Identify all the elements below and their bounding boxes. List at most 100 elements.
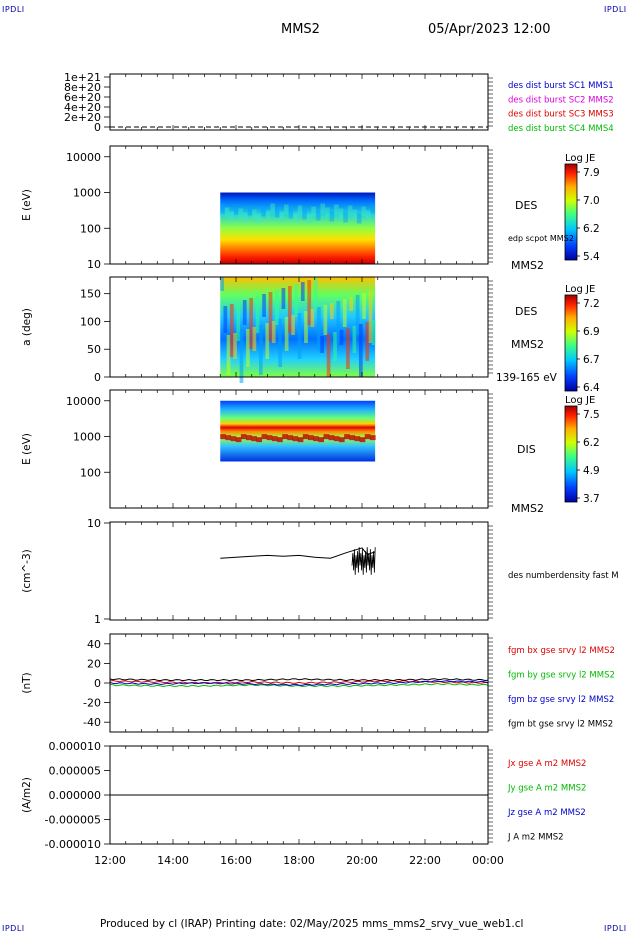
panel-3-ytick-label: 150	[80, 288, 101, 301]
panel-2-spectrogram-stripe	[302, 209, 307, 220]
panel-3-colorbar-label: 6.7	[583, 354, 600, 366]
panel-3-spectrogram-column	[258, 325, 263, 375]
panel-2-spacecraft-label: MMS2	[511, 259, 544, 272]
panel-4-peak-band	[266, 435, 273, 441]
corner-mark-bottom-right: IPDLI	[604, 924, 627, 933]
panel-4-peak-band	[240, 434, 247, 440]
panel-6-legend-3: fgm bz gse srvy l2 MMS2	[508, 695, 614, 705]
panel-4-ytick-label: 10000	[66, 395, 101, 408]
panel-4-peak-band	[364, 434, 371, 440]
panel-4-peak-band	[308, 435, 314, 441]
panel-3-spectrogram-column	[358, 324, 363, 377]
panel-2-label: DES	[515, 199, 537, 212]
panel-5-ytick-label: 1	[94, 613, 101, 626]
panel-1-ytick-label: 1e+21	[64, 71, 101, 84]
panel-7-legend-1: Jx gse A m2 MMS2	[507, 759, 586, 769]
panel-3-spectrogram-column	[307, 280, 312, 325]
panel-4-colorbar-label: 6.2	[583, 437, 600, 449]
panel-3-ylabel: a (deg)	[21, 308, 33, 346]
panel-3-ytick-label: 100	[80, 315, 101, 328]
panel-4-peak-band	[230, 436, 237, 442]
panel-3-spectrogram-column	[313, 278, 318, 309]
panel-3-spectrogram-column	[275, 290, 279, 325]
panel-1-legend-1: des dist burst SC1 MMS1	[508, 81, 614, 91]
panel-4-spectrogram	[220, 400, 376, 462]
panel-2-spectrogram-stripe	[325, 207, 330, 218]
panel-2-spectrogram-stripe	[315, 210, 321, 221]
panel-2-spectrogram-stripe	[233, 204, 239, 215]
panel-3-spectrogram-column	[252, 327, 257, 351]
time-axis-label: 14:00	[157, 854, 189, 867]
panel-4-peak-band	[369, 435, 376, 441]
panel-4-peak-band	[328, 435, 335, 441]
panel-2-colorbar-label: 7.0	[583, 195, 600, 207]
panel-3-colorbar-title: Log JE	[565, 284, 595, 295]
panel-6-ytick-label: 0	[94, 677, 101, 690]
panel-4-peak-band	[256, 437, 263, 443]
panel-7-ytick-label: 0.000005	[49, 765, 102, 778]
time-axis-label: 00:00	[472, 854, 504, 867]
panel-6-legend-1: fgm bx gse srvy l2 MMS2	[508, 646, 615, 656]
panel-2-spectrogram-stripe	[224, 207, 230, 218]
panel-6-legend-2: fgm by gse srvy l2 MMS2	[508, 671, 615, 681]
panel-2-spectrogram-stripe	[297, 205, 303, 216]
panel-2-spectrogram-stripe	[293, 212, 298, 223]
panel-4-peak-band	[271, 436, 278, 442]
panel-2-spectrogram-stripe	[279, 211, 285, 222]
panel-2-spectrogram-stripe	[265, 210, 271, 221]
panel-4-peak-band	[287, 435, 294, 441]
panel-3-ytick-label: 0	[94, 371, 101, 384]
panel-3-spectrogram-column	[368, 291, 373, 343]
panel-3-spectrogram-column	[346, 328, 350, 369]
panel-4-ylabel: E (eV)	[21, 433, 33, 465]
panel-3-spectrogram-column	[265, 323, 270, 359]
corner-mark-top-right: IPDLI	[604, 5, 627, 14]
panel-3-spectrogram-column	[355, 295, 360, 335]
panel-3-spectrogram-column	[342, 299, 347, 327]
panel-1-ytick-label: 0	[94, 121, 101, 134]
time-axis-label: 20:00	[346, 854, 378, 867]
panel-2-ytick-label: 100	[80, 222, 101, 235]
panel-5-ytick-label: 10	[87, 517, 101, 530]
panel-2-spectrogram-stripe	[329, 211, 335, 222]
panel-3-spacecraft-label: MMS2	[511, 338, 544, 351]
panel-3-energy-band: 139-165 eV	[496, 372, 558, 384]
panel-2-spectrogram-stripe	[238, 208, 244, 219]
panel-4-peak-band	[292, 436, 299, 442]
panel-3-spectrogram-column	[317, 307, 321, 351]
panel-2-spectrogram-stripe	[220, 203, 225, 214]
panel-3-spectrogram-column	[333, 332, 337, 361]
panel-2-spectrogram-stripe	[343, 212, 348, 223]
panel-7-legend-2: Jy gse A m2 MMS2	[507, 784, 586, 794]
panel-2-spectrogram-stripe	[352, 209, 357, 220]
panel-2-spectrogram-stripe	[252, 209, 257, 220]
panel-7-legend-3: Jz gse A m2 MMS2	[507, 808, 586, 818]
panel-6-ytick-label: -40	[83, 716, 101, 729]
panel-2-colorbar-label: 5.4	[583, 251, 600, 263]
panel-5-ylabel: (cm^-3)	[21, 549, 33, 592]
panel-4-colorbar-label: 3.7	[583, 493, 600, 505]
panel-3-spectrogram-column	[284, 317, 289, 351]
header-datetime: 05/Apr/2023 12:00	[428, 22, 551, 37]
panel-2-spectrogram	[220, 192, 376, 264]
panel-2-spectrogram-stripe	[366, 210, 371, 221]
panel-4-ytick-label: 100	[80, 466, 101, 479]
panel-2-spectrogram-stripe	[334, 204, 339, 215]
panel-3-spectrogram-column	[236, 302, 241, 341]
corner-mark-top-left: IPDLI	[2, 5, 25, 14]
panel-2-spectrogram-stripe	[306, 213, 312, 224]
panel-1-frame	[109, 73, 489, 131]
panel-3-spectrogram-column	[371, 320, 376, 345]
panel-3-spectrogram-column	[226, 335, 231, 375]
panel-2-spectrogram-stripe	[243, 212, 248, 223]
panel-2-colorbar-label: 7.9	[583, 167, 600, 179]
panel-3-ytick-label: 50	[87, 343, 101, 356]
panel-3-spectrogram-column	[320, 336, 324, 353]
panel-3-label: DES	[515, 305, 537, 318]
panel-4-peak-band	[246, 435, 252, 441]
panel-2-colorbar-title: Log JE	[565, 153, 595, 164]
panel-2-overlay-label: edp scpot MMS2	[508, 234, 574, 243]
panel-4-peak-band	[225, 435, 232, 441]
header-spacecraft: MMS2	[281, 22, 320, 37]
panel-3-colorbar-label: 7.2	[583, 298, 600, 310]
